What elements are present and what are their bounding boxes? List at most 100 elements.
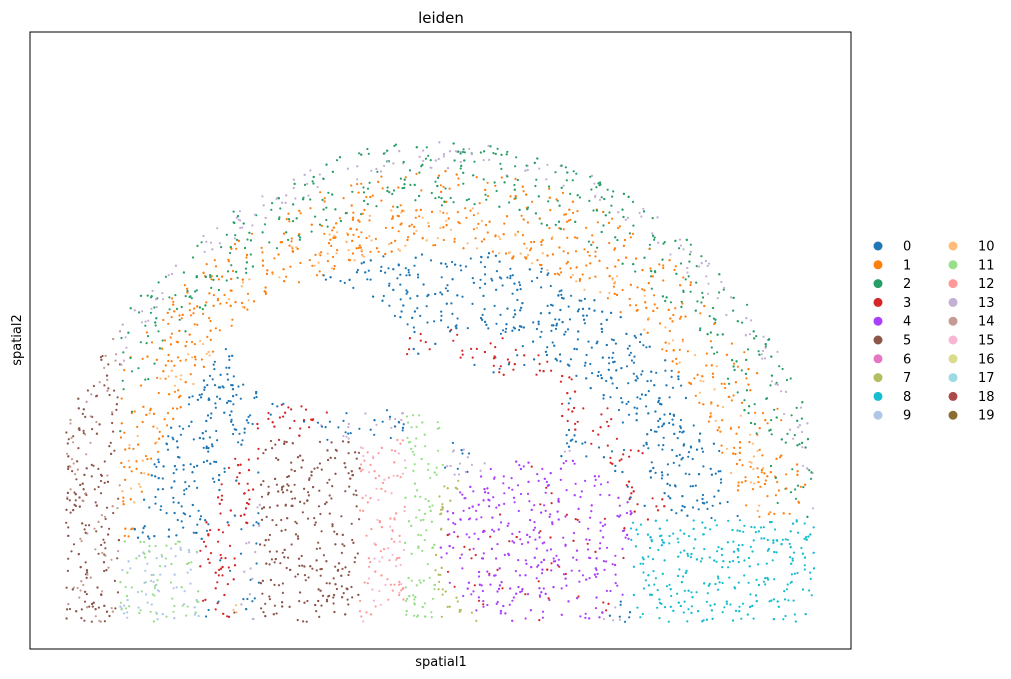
point [685, 569, 688, 573]
point [352, 211, 355, 214]
point [606, 420, 609, 423]
point [214, 571, 217, 574]
point [117, 497, 120, 500]
point [745, 377, 748, 380]
point [314, 215, 317, 218]
point [167, 435, 170, 438]
point [585, 455, 588, 458]
point [687, 589, 690, 592]
point [532, 340, 535, 343]
point [528, 500, 531, 503]
point [617, 259, 620, 262]
point [615, 369, 618, 372]
point [264, 292, 267, 296]
point [495, 506, 498, 509]
point [384, 226, 387, 229]
point [236, 215, 240, 218]
point [597, 433, 600, 436]
point [652, 294, 656, 297]
point [211, 248, 214, 251]
point [216, 297, 220, 301]
point [533, 504, 536, 507]
point [734, 587, 737, 590]
point [347, 452, 350, 455]
point [422, 518, 425, 521]
point [199, 518, 202, 521]
point [511, 532, 514, 536]
point [301, 564, 304, 567]
point [111, 505, 114, 508]
point [89, 441, 92, 444]
point [518, 530, 521, 534]
point [661, 539, 664, 542]
point [738, 519, 742, 522]
point [202, 437, 205, 440]
point [606, 267, 609, 270]
point [446, 465, 449, 468]
point [772, 541, 775, 544]
point [106, 389, 109, 392]
point [105, 374, 109, 377]
point [517, 559, 520, 562]
point [800, 417, 804, 420]
point [311, 567, 314, 570]
point [357, 191, 360, 194]
point [246, 521, 249, 525]
point [710, 346, 713, 349]
point [730, 471, 733, 475]
point [681, 495, 684, 498]
point [90, 620, 93, 623]
point [235, 428, 238, 431]
point [501, 329, 505, 332]
point [716, 575, 720, 578]
point [72, 462, 75, 465]
point [170, 562, 173, 566]
point [637, 449, 640, 452]
point [236, 276, 239, 279]
point [744, 479, 747, 483]
point [113, 449, 116, 452]
point [404, 267, 407, 270]
point [610, 377, 613, 380]
point [176, 407, 179, 410]
point [792, 551, 796, 554]
point [374, 237, 377, 240]
point [69, 511, 72, 514]
point [318, 615, 321, 619]
point [320, 530, 323, 533]
point [599, 426, 602, 429]
point [745, 504, 748, 507]
point [388, 418, 391, 421]
point [421, 237, 424, 240]
point [738, 605, 741, 608]
point [97, 552, 100, 555]
point [703, 304, 706, 308]
point [152, 573, 155, 577]
point [452, 521, 455, 525]
point [757, 563, 760, 566]
point [482, 605, 485, 608]
point [509, 587, 512, 590]
point [475, 226, 479, 230]
point [508, 540, 511, 543]
point [597, 475, 601, 478]
point [707, 262, 711, 265]
point [643, 328, 646, 331]
point [210, 278, 213, 281]
point [692, 424, 695, 427]
point [492, 530, 496, 533]
point [328, 582, 331, 585]
point [313, 517, 316, 520]
point [355, 271, 358, 274]
point [230, 410, 233, 413]
point [111, 421, 114, 425]
point [590, 174, 594, 177]
point [718, 426, 721, 429]
point [278, 216, 281, 219]
point [753, 403, 756, 406]
point [553, 344, 556, 347]
point [326, 438, 329, 441]
point [449, 464, 452, 468]
point [119, 436, 123, 439]
point [387, 547, 390, 550]
